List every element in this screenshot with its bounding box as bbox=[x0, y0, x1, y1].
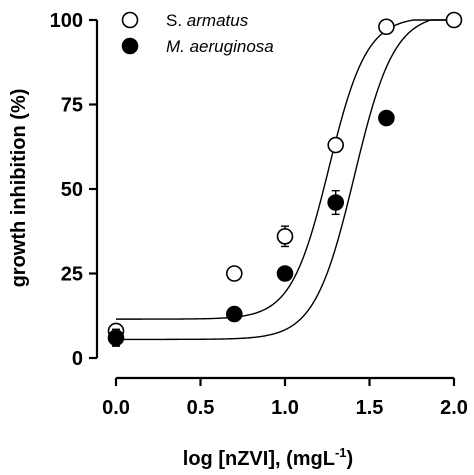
data-point-series-0 bbox=[327, 136, 345, 154]
fit-curve-series-1 bbox=[116, 19, 454, 341]
y-tick-label: 0 bbox=[72, 348, 83, 370]
x-tick-label: 0.5 bbox=[187, 397, 215, 419]
x-axis-title: log [nZVI], (mgL-1) bbox=[183, 445, 353, 470]
fit-curve-series-0 bbox=[116, 19, 454, 320]
data-point-series-1 bbox=[107, 329, 125, 347]
y-tick-label: 75 bbox=[61, 95, 83, 117]
y-tick-label: 50 bbox=[61, 179, 83, 201]
legend-label-m-aeruginosa: M. aeruginosa bbox=[166, 37, 274, 56]
y-tick-label: 25 bbox=[61, 264, 83, 286]
legend-marker-s-armatus bbox=[121, 11, 139, 29]
axes bbox=[89, 18, 456, 386]
data-point-series-0 bbox=[378, 18, 395, 36]
data-point-series-1 bbox=[226, 305, 243, 323]
y-tick-label: 100 bbox=[50, 10, 83, 32]
data-point-series-0 bbox=[276, 228, 294, 245]
data-point-series-1 bbox=[327, 194, 345, 211]
data-points bbox=[107, 11, 463, 347]
legend: S. armatus M. aeruginosa bbox=[121, 11, 274, 56]
data-point-series-1 bbox=[378, 109, 395, 127]
legend-marker-m-aeruginosa bbox=[121, 37, 139, 55]
tick-labels: 0 25 50 75 100 0.0 0.5 1.0 1.5 2.0 bbox=[50, 10, 468, 419]
data-point-series-0 bbox=[445, 11, 463, 29]
x-tick-label: 0.0 bbox=[102, 397, 130, 419]
data-point-series-1 bbox=[276, 265, 294, 282]
x-tick-label: 1.0 bbox=[271, 397, 299, 419]
x-tick-label: 2.0 bbox=[440, 397, 468, 419]
y-axis-title: growth inhibition (%) bbox=[8, 89, 30, 288]
fit-curves bbox=[116, 19, 454, 341]
x-tick-label: 1.5 bbox=[356, 397, 384, 419]
data-point-series-0 bbox=[226, 265, 243, 282]
legend-label-s-armatus: S. armatus bbox=[166, 11, 249, 30]
